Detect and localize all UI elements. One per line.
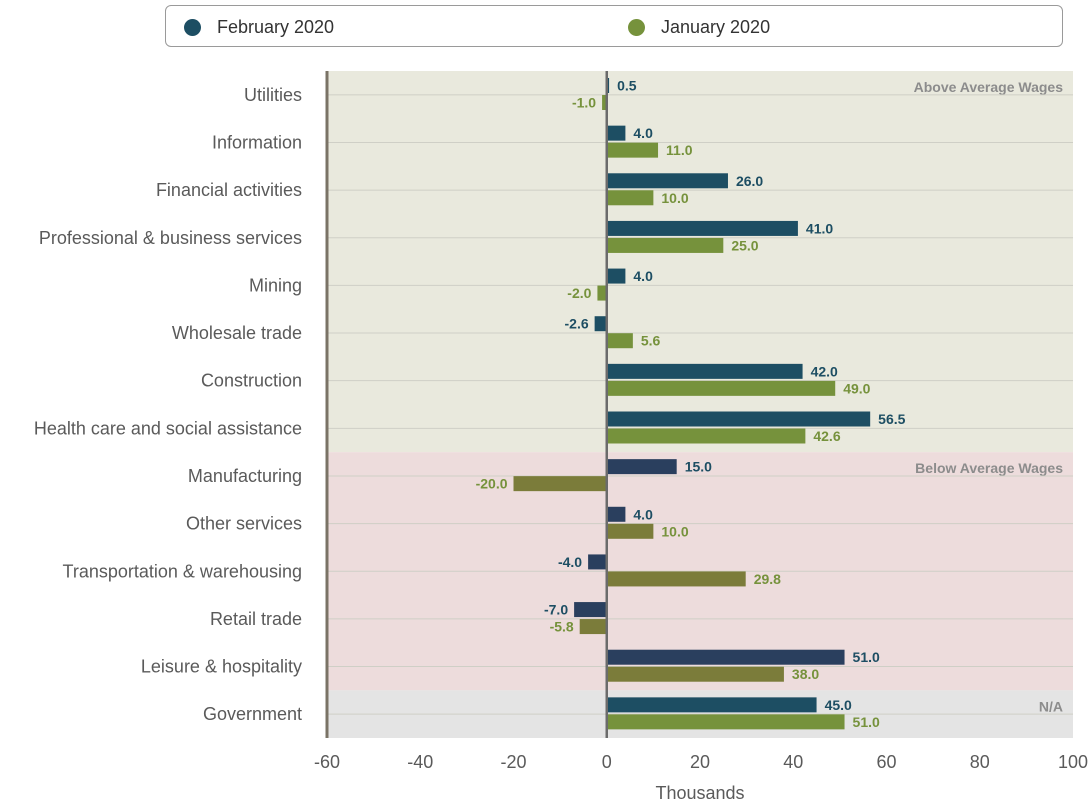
bar-february-2020-wholesale-trade [594, 316, 607, 332]
bar-february-2020-manufacturing [606, 459, 677, 475]
data-label: 42.0 [811, 363, 838, 379]
category-label-other-services: Other services [186, 514, 302, 534]
data-label: -20.0 [476, 476, 508, 492]
data-label: -7.0 [544, 602, 568, 618]
data-label: 45.0 [825, 697, 852, 713]
bar-january-2020-construction [606, 380, 836, 396]
data-label: 29.8 [754, 571, 781, 587]
category-label-manufacturing: Manufacturing [188, 466, 302, 486]
bar-january-2020-mining [597, 285, 607, 301]
data-label: -4.0 [558, 554, 582, 570]
x-tick-label: 100 [1058, 752, 1088, 772]
legend-dot-february [184, 18, 201, 36]
data-label: 56.5 [878, 411, 905, 427]
data-label: 25.0 [731, 237, 758, 253]
category-label-professional-business-services: Professional & business services [39, 228, 302, 248]
data-label: 42.6 [813, 428, 840, 444]
bar-february-2020-information [606, 125, 626, 141]
category-label-utilities: Utilities [244, 85, 302, 105]
bar-january-2020-manufacturing [513, 476, 607, 492]
data-label: -1.0 [572, 95, 596, 111]
x-tick-label: -60 [314, 752, 340, 772]
category-label-financial-activities: Financial activities [156, 180, 302, 200]
bar-february-2020-mining [606, 268, 626, 284]
x-tick-label: 60 [876, 752, 896, 772]
data-label: 5.6 [641, 333, 661, 349]
bar-february-2020-other-services [606, 506, 626, 522]
category-label-wholesale-trade: Wholesale trade [172, 323, 302, 343]
category-label-leisure-hospitality: Leisure & hospitality [141, 657, 302, 677]
category-label-transportation-warehousing: Transportation & warehousing [63, 561, 302, 581]
bar-february-2020-transportation-warehousing [588, 554, 607, 570]
bar-january-2020-leisure-hospitality [606, 666, 784, 682]
category-label-health-care-and-social-assistance: Health care and social assistance [34, 418, 302, 438]
x-tick-label: 80 [970, 752, 990, 772]
bar-february-2020-professional-business-services [606, 220, 798, 236]
legend: February 2020 January 2020 [165, 5, 1063, 47]
legend-label-january: January 2020 [661, 16, 771, 37]
bar-february-2020-construction [606, 363, 803, 379]
data-label: -5.8 [550, 619, 574, 635]
legend-dot-january [628, 18, 645, 36]
region-label-above-average-wages: Above Average Wages [914, 79, 1064, 95]
region-label-n-a: N/A [1039, 698, 1063, 714]
category-label-government: Government [203, 704, 302, 724]
bar-january-2020-wholesale-trade [606, 333, 633, 349]
bar-january-2020-retail-trade [579, 619, 607, 635]
bar-january-2020-transportation-warehousing [606, 571, 746, 587]
bar-january-2020-government [606, 714, 845, 730]
data-label: 15.0 [685, 459, 712, 475]
data-label: 51.0 [853, 649, 880, 665]
x-tick-label: 20 [690, 752, 710, 772]
category-label-retail-trade: Retail trade [210, 609, 302, 629]
data-label: 38.0 [792, 666, 819, 682]
region-label-below-average-wages: Below Average Wages [915, 460, 1063, 476]
data-label: 0.5 [617, 78, 637, 94]
data-label: 49.0 [843, 380, 870, 396]
x-tick-label: -20 [500, 752, 526, 772]
data-label: -2.6 [565, 316, 589, 332]
data-label: 26.0 [736, 173, 763, 189]
data-label: 4.0 [633, 506, 653, 522]
bar-january-2020-information [606, 142, 659, 158]
category-label-mining: Mining [249, 275, 302, 295]
data-label: 51.0 [853, 714, 880, 730]
category-label-information: Information [212, 132, 302, 152]
legend-item-february: February 2020 [184, 6, 334, 48]
data-label: 11.0 [666, 142, 693, 158]
data-label: -2.0 [567, 285, 591, 301]
legend-item-january: January 2020 [628, 6, 770, 48]
bar-january-2020-utilities [602, 95, 607, 110]
x-axis-title: Thousands [655, 783, 744, 801]
bar-january-2020-other-services [606, 523, 654, 539]
bar-january-2020-professional-business-services [606, 237, 724, 253]
data-label: 4.0 [633, 268, 653, 284]
bar-february-2020-health-care-and-social-assistance [606, 411, 871, 427]
data-label: 10.0 [661, 190, 688, 206]
bar-february-2020-retail-trade [574, 602, 607, 618]
x-tick-label: 0 [602, 752, 612, 772]
bar-january-2020-financial-activities [606, 190, 654, 206]
data-label: 4.0 [633, 125, 653, 141]
bar-january-2020-health-care-and-social-assistance [606, 428, 806, 444]
data-label: 10.0 [661, 523, 688, 539]
bar-february-2020-government [606, 697, 817, 713]
bar-february-2020-leisure-hospitality [606, 649, 845, 665]
x-tick-label: 40 [783, 752, 803, 772]
legend-label-february: February 2020 [217, 16, 335, 37]
x-tick-label: -40 [407, 752, 433, 772]
bar-february-2020-financial-activities [606, 173, 728, 189]
data-label: 41.0 [806, 220, 833, 236]
category-label-construction: Construction [201, 371, 302, 391]
